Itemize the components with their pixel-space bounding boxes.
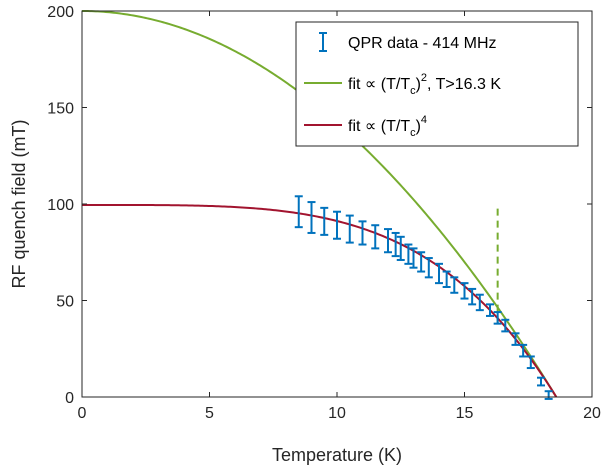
legend-entry-2: fit ∝ (T/Tc)4 — [348, 114, 427, 139]
y-tick-label: 150 — [47, 101, 74, 118]
x-tick-label: 15 — [456, 405, 474, 422]
x-tick-label: 10 — [328, 405, 346, 422]
fit-line-2 — [82, 203, 558, 398]
legend-box — [295, 21, 579, 147]
y-tick-label: 100 — [47, 197, 74, 214]
y-tick-label: 0 — [65, 390, 74, 407]
x-tick-label: 20 — [583, 405, 601, 422]
legend-entry-1: fit ∝ (T/Tc)2, T>16.3 K — [348, 72, 501, 97]
legend-entry-0: QPR data - 414 MHz — [348, 35, 497, 52]
y-tick-label: 200 — [47, 4, 74, 21]
x-axis-label: Temperature (K) — [272, 445, 402, 465]
y-axis-label: RF quench field (mT) — [9, 119, 29, 288]
qpr-data-errorbars — [294, 195, 553, 400]
x-tick-label: 0 — [78, 405, 87, 422]
x-tick-label: 5 — [205, 405, 214, 422]
legend: QPR data - 414 MHz fit ∝ (T/Tc)2, T>16.3 … — [295, 21, 579, 147]
y-tick-label: 50 — [56, 294, 74, 311]
